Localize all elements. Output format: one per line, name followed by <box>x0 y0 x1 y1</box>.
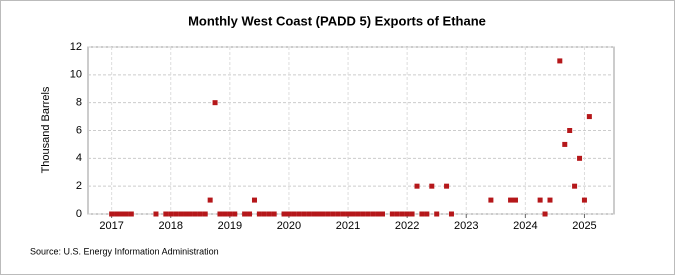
x-tick-label: 2018 <box>158 220 182 232</box>
point <box>281 211 287 217</box>
point <box>271 211 277 217</box>
y-tick-label: 0 <box>76 208 82 220</box>
point <box>128 211 134 217</box>
point <box>306 211 312 217</box>
x-tick-label: 2020 <box>277 220 301 232</box>
point <box>315 211 321 217</box>
point <box>370 211 376 217</box>
x-tick-label: 2017 <box>99 220 123 232</box>
point <box>557 58 563 64</box>
point <box>340 211 346 217</box>
point <box>365 211 371 217</box>
point <box>197 211 203 217</box>
y-tick-label: 4 <box>76 152 82 164</box>
point <box>207 197 213 203</box>
point <box>360 211 366 217</box>
point <box>192 211 198 217</box>
point <box>345 211 351 217</box>
point <box>542 211 548 217</box>
point <box>380 211 386 217</box>
point <box>325 211 331 217</box>
point <box>448 211 454 217</box>
point <box>512 197 518 203</box>
point <box>389 211 395 217</box>
point <box>404 211 410 217</box>
point <box>409 211 415 217</box>
point <box>286 211 292 217</box>
point <box>424 211 430 217</box>
y-tick-label: 12 <box>70 41 82 53</box>
x-tick-label: 2019 <box>218 220 242 232</box>
y-tick-label: 8 <box>76 97 82 109</box>
point <box>488 197 494 203</box>
x-tick-label: 2021 <box>336 220 360 232</box>
point <box>399 211 405 217</box>
y-axis-label: Thousand Barrels <box>40 86 52 173</box>
point <box>123 211 129 217</box>
y-tick-label: 6 <box>76 124 82 136</box>
point <box>222 211 228 217</box>
point <box>266 211 272 217</box>
point <box>434 211 440 217</box>
point <box>242 211 248 217</box>
point <box>119 211 125 217</box>
chart-title: Monthly West Coast (PADD 5) Exports of E… <box>188 13 486 28</box>
point <box>202 211 208 217</box>
point <box>163 211 169 217</box>
point <box>232 211 238 217</box>
point <box>187 211 193 217</box>
point <box>355 211 361 217</box>
point <box>183 211 189 217</box>
point <box>547 197 553 203</box>
point <box>330 211 336 217</box>
point <box>247 211 253 217</box>
point <box>567 128 573 133</box>
point <box>153 211 159 217</box>
point <box>508 197 514 203</box>
point <box>311 211 317 217</box>
point <box>291 211 297 217</box>
point <box>562 141 568 147</box>
x-tick-label: 2022 <box>395 220 419 232</box>
point <box>217 211 223 217</box>
y-tick-label: 2 <box>76 180 82 192</box>
point <box>168 211 174 217</box>
point <box>251 197 257 203</box>
point <box>586 114 592 120</box>
x-tick-label: 2025 <box>572 220 596 232</box>
point <box>444 183 450 189</box>
point <box>394 211 400 217</box>
point <box>335 211 341 217</box>
point <box>109 211 115 217</box>
point <box>301 211 307 217</box>
x-tick-label: 2023 <box>454 220 478 232</box>
point <box>261 211 267 217</box>
point <box>227 211 233 217</box>
point <box>350 211 356 217</box>
point <box>296 211 302 217</box>
source: Source: U.S. Energy Information Administ… <box>30 246 219 256</box>
point <box>173 211 179 217</box>
point <box>572 183 578 189</box>
point <box>581 197 587 203</box>
point <box>212 100 218 106</box>
point <box>419 211 425 217</box>
point <box>429 183 435 189</box>
point <box>375 211 381 217</box>
point <box>537 197 543 203</box>
x-tick-label: 2024 <box>513 220 537 232</box>
point <box>178 211 184 217</box>
point <box>414 183 420 189</box>
point <box>114 211 120 217</box>
y-tick-label: 10 <box>70 69 82 81</box>
point <box>320 211 326 217</box>
point <box>577 155 583 161</box>
point <box>256 211 262 217</box>
